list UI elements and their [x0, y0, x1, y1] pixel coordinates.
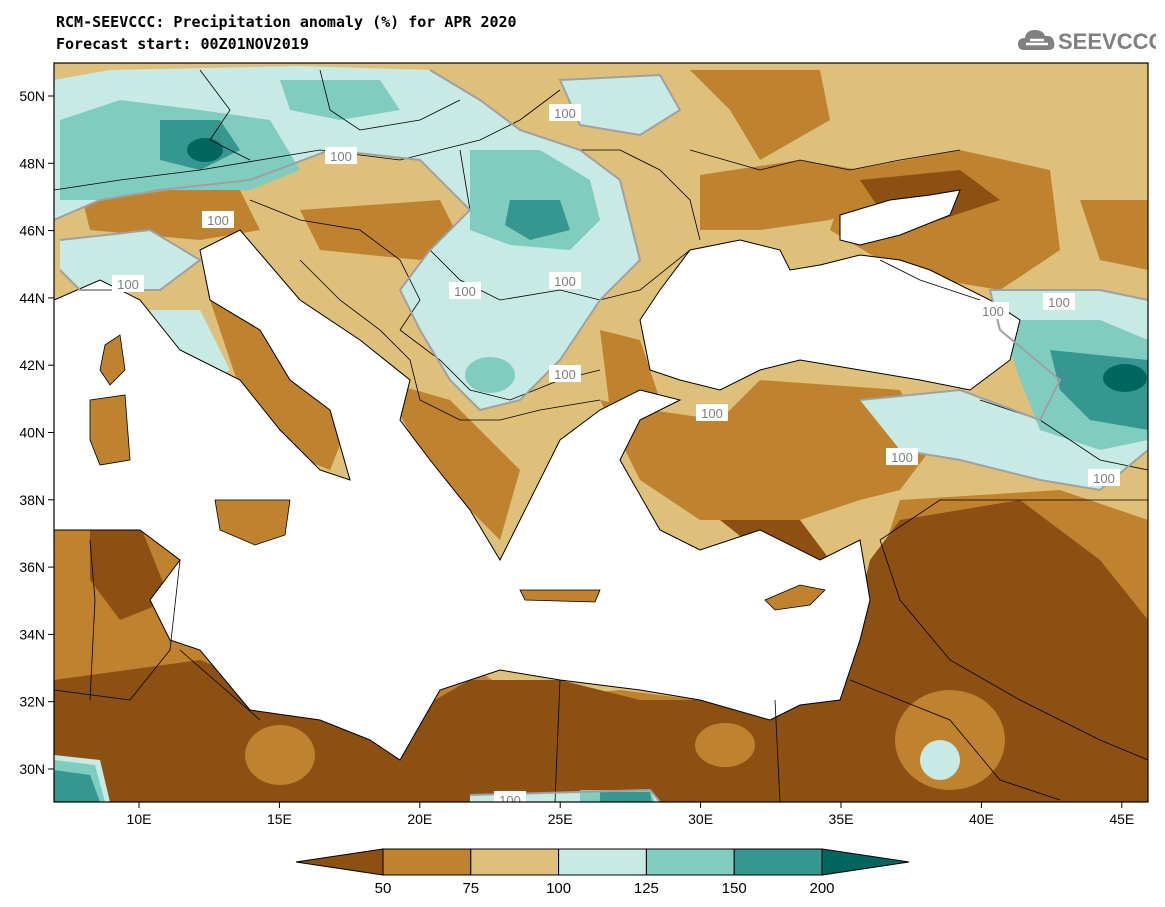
contour-labels: 100 100 100 100 100 100 100 100 100 100 …	[112, 104, 1120, 808]
contour-label: 100	[1048, 295, 1070, 310]
wetter-regions	[54, 80, 1148, 802]
contour-label: 100	[701, 406, 723, 421]
contour-label: 100	[982, 304, 1004, 319]
colorbar-lower-extension	[295, 848, 384, 876]
lon-tick-label: 30E	[688, 811, 713, 827]
cloud-icon	[1018, 30, 1055, 50]
colorbar-label: 100	[546, 880, 571, 897]
sea-of-azov	[839, 189, 961, 246]
contour-label: 100	[330, 149, 352, 164]
contour-label: 100	[207, 213, 229, 228]
contour-label: 100	[554, 367, 576, 382]
colorbar: 50 75 100 125 150 200	[295, 848, 910, 897]
map-title: RCM-SEEVCCC: Precipitation anomaly (%) f…	[56, 13, 517, 31]
colorbar-label: 125	[634, 880, 659, 897]
sardinia	[89, 394, 131, 466]
lat-tick-label: 34N	[19, 626, 45, 642]
contour-label: 100	[499, 793, 521, 808]
contour-label: 100	[117, 277, 139, 292]
colorbar-label: 150	[722, 880, 747, 897]
colorbar-segment	[645, 848, 735, 876]
lat-tick-label: 50N	[19, 88, 45, 104]
map-plot-area: 100 100 100 100 100 100 100 100 100 100 …	[54, 63, 1148, 808]
sea-areas	[54, 189, 1021, 761]
extreme-wet-regions	[187, 138, 1147, 392]
lon-tick-label: 35E	[829, 811, 854, 827]
colorbar-label: 200	[809, 880, 834, 897]
colorbar-segment	[733, 848, 823, 876]
contour-label: 100	[554, 106, 576, 121]
lat-tick-label: 40N	[19, 425, 45, 441]
lon-tick-label: 40E	[969, 811, 994, 827]
colorbar-segment	[382, 848, 472, 876]
corsica	[99, 334, 126, 386]
lat-tick-label: 32N	[19, 694, 45, 710]
lat-tick-label: 46N	[19, 223, 45, 239]
lat-tick-label: 44N	[19, 290, 45, 306]
longitude-axis: 10E 15E 20E 25E 30E 35E 40E 45E	[127, 802, 1134, 827]
sicily	[214, 499, 291, 546]
lon-tick-label: 25E	[548, 811, 573, 827]
logo-text: SEEVCCC	[1058, 29, 1156, 54]
contour-label: 100	[891, 450, 913, 465]
lon-tick-label: 10E	[127, 811, 152, 827]
lon-tick-label: 45E	[1109, 811, 1134, 827]
lat-tick-label: 42N	[19, 357, 45, 373]
lat-tick-label: 48N	[19, 155, 45, 171]
contour-label: 100	[454, 284, 476, 299]
colorbar-label: 75	[462, 880, 479, 897]
contour-label: 100	[1093, 471, 1115, 486]
forecast-start-label: Forecast start: 00Z01NOV2019	[56, 35, 309, 53]
lat-tick-label: 30N	[19, 761, 45, 777]
cyprus	[764, 584, 826, 611]
lat-tick-label: 38N	[19, 492, 45, 508]
lat-tick-label: 36N	[19, 559, 45, 575]
colorbar-segment	[558, 848, 647, 876]
seevccc-logo: SEEVCCC	[1018, 29, 1156, 54]
crete	[519, 589, 601, 603]
islands	[89, 334, 826, 611]
colorbar-label: 50	[375, 880, 392, 897]
contour-label: 100	[554, 274, 576, 289]
lon-tick-label: 15E	[267, 811, 292, 827]
lon-tick-label: 20E	[407, 811, 432, 827]
mediterranean-sea	[54, 229, 871, 761]
colorbar-segment	[470, 848, 560, 876]
latitude-axis: 50N 48N 46N 44N 42N 40N 38N 36N 34N 32N 30N	[19, 88, 54, 777]
colorbar-upper-extension	[821, 848, 910, 876]
country-borders	[54, 69, 1148, 802]
